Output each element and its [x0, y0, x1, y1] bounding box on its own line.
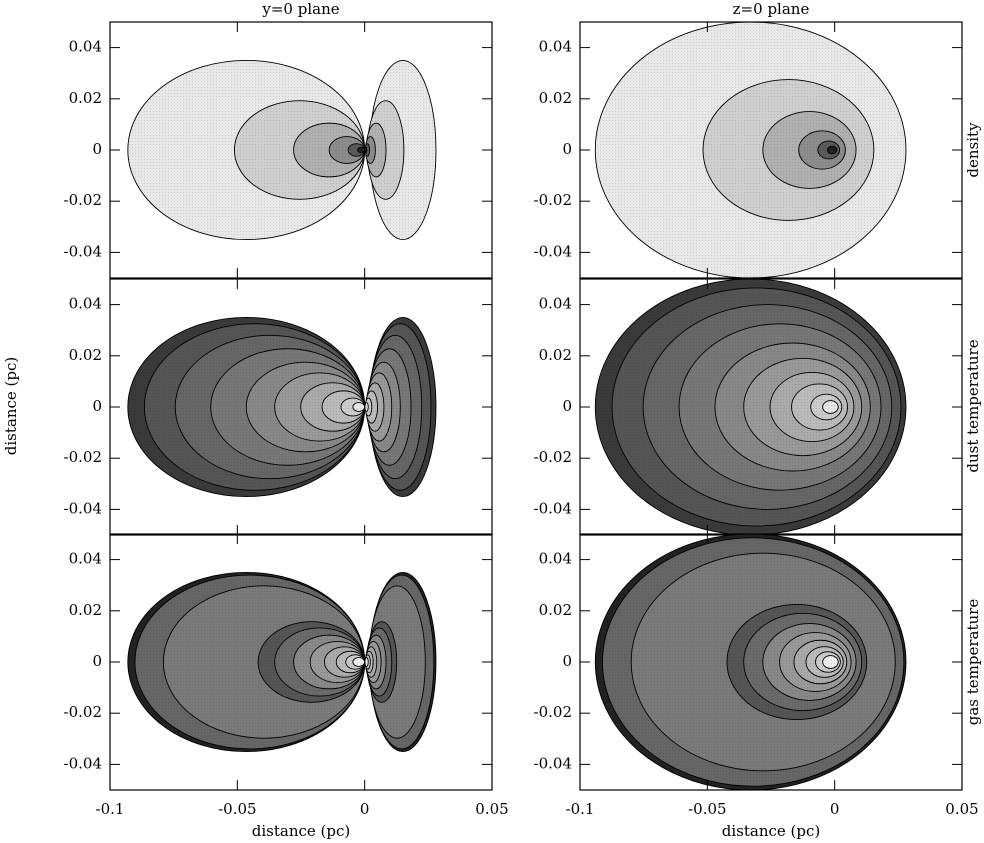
x-tick-label: 0 [830, 800, 840, 818]
y-tick-label: 0 [92, 397, 102, 415]
y-tick-label: -0.02 [64, 448, 102, 466]
x-tick-label: 0 [360, 800, 370, 818]
y-tick-label: -0.04 [534, 242, 572, 260]
y-tick-label: 0.02 [539, 346, 572, 364]
x-tick-label: -0.1 [566, 800, 595, 818]
y-tick-label: -0.02 [64, 191, 102, 209]
y-tick-label: 0.04 [69, 550, 102, 568]
y-tick-label: -0.02 [64, 703, 102, 721]
contour-texture [365, 143, 370, 157]
y-tick-label: 0.04 [69, 295, 102, 313]
contour-panel [127, 571, 437, 753]
y-tick-label: -0.04 [64, 754, 102, 772]
y-tick-label: -0.02 [534, 191, 572, 209]
x-tick-label: -0.1 [96, 800, 125, 818]
x-tick-label: -0.05 [688, 800, 726, 818]
contour-texture [364, 657, 369, 667]
contour-texture [357, 147, 365, 153]
contour-texture [827, 146, 837, 154]
contour-texture [822, 655, 839, 669]
y-axis-label: distance (pc) [2, 357, 20, 455]
y-tick-label: -0.04 [64, 242, 102, 260]
row-label: density [964, 122, 982, 178]
y-tick-label: -0.02 [534, 448, 572, 466]
y-tick-label: -0.04 [534, 754, 572, 772]
y-tick-label: -0.04 [64, 499, 102, 517]
y-tick-label: 0 [562, 652, 572, 670]
y-tick-label: 0.02 [539, 601, 572, 619]
row-label: dust temperature [964, 339, 982, 472]
y-tick-label: 0.04 [539, 295, 572, 313]
x-tick-label: -0.05 [218, 800, 256, 818]
y-tick-label: 0 [92, 652, 102, 670]
contour-texture [822, 400, 839, 414]
x-tick-label: 0.05 [475, 800, 508, 818]
contour-texture [364, 402, 369, 412]
column-title: y=0 plane [261, 0, 339, 18]
contour-panel [594, 22, 907, 278]
contour-texture [348, 143, 365, 157]
x-tick-label: 0.05 [945, 800, 978, 818]
contour-texture [365, 136, 376, 164]
contour-texture [329, 136, 365, 164]
contour-panel [594, 279, 907, 535]
y-tick-label: -0.04 [534, 499, 572, 517]
y-tick-label: 0 [562, 397, 572, 415]
contour-texture [352, 402, 365, 412]
y-tick-label: 0 [562, 140, 572, 158]
x-axis-label: distance (pc) [252, 822, 350, 840]
y-tick-label: 0.02 [69, 601, 102, 619]
y-tick-label: 0.04 [539, 550, 572, 568]
contour-panel [127, 59, 437, 241]
y-tick-label: 0.02 [539, 89, 572, 107]
y-tick-label: 0.04 [539, 38, 572, 56]
column-title: z=0 plane [733, 0, 810, 18]
y-tick-label: -0.02 [534, 703, 572, 721]
row-label: gas temperature [964, 599, 982, 726]
y-tick-label: 0.02 [69, 346, 102, 364]
y-tick-label: 0 [92, 140, 102, 158]
contour-texture [352, 657, 365, 667]
y-tick-label: 0.04 [69, 38, 102, 56]
x-axis-label: distance (pc) [722, 822, 820, 840]
contour-texture [364, 147, 367, 153]
y-tick-label: 0.02 [69, 89, 102, 107]
contour-panel [127, 316, 437, 498]
contour-panel [594, 534, 907, 790]
